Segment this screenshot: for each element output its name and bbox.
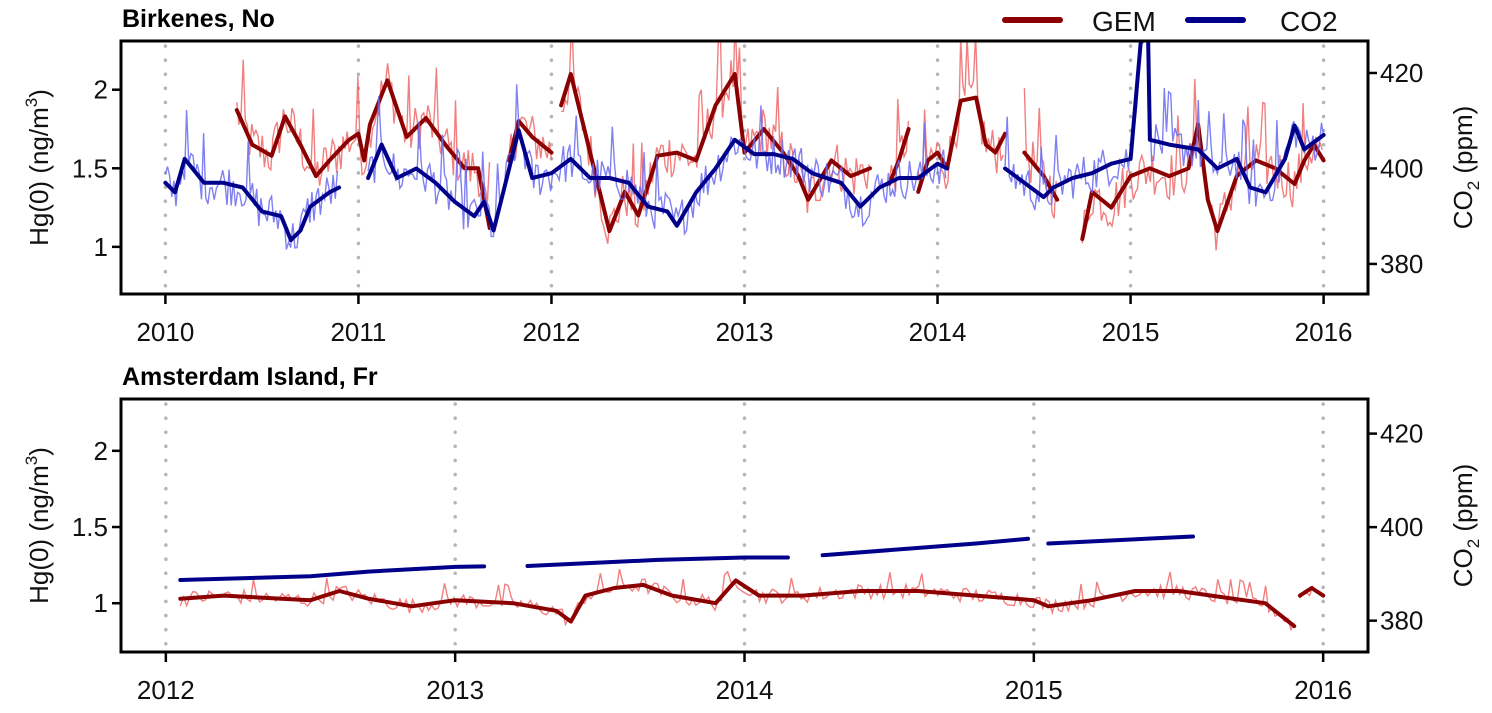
panel-amsterdam-island: Amsterdam Island, Fr 2012 2013 2014 2015 2016… xyxy=(22,363,1483,705)
smoothed-line-gem xyxy=(178,578,1297,629)
y-axis-title-end: ) xyxy=(24,447,54,456)
plot-area xyxy=(178,534,1326,632)
smoothed-line-co2 xyxy=(366,128,950,233)
raw-line-gem xyxy=(1023,88,1057,219)
smoothed-line-gem xyxy=(887,127,911,186)
x-tick-label: 2015 xyxy=(1102,317,1160,347)
legend-gem-label: GEM xyxy=(1092,6,1156,37)
y2-axis-title-end: (ppm) xyxy=(1448,464,1478,539)
plot-area xyxy=(163,41,1326,251)
x-tick-label: 2016 xyxy=(1295,317,1353,347)
panel-title: Birkenes, No xyxy=(122,5,275,33)
x-tick-label: 2013 xyxy=(426,675,484,705)
x-tick-label: 2016 xyxy=(1294,675,1352,705)
y2-tick-label: 420 xyxy=(1380,58,1423,88)
smoothed-line-co2 xyxy=(163,156,342,243)
x-tick-label: 2014 xyxy=(909,317,967,347)
raw-line-gem xyxy=(179,569,1295,632)
y2-axis-title-end: (ppm) xyxy=(1448,106,1478,181)
y-tick-label: 2 xyxy=(94,75,108,105)
y-axis-title: Hg(0) (ng/m3) xyxy=(22,447,54,604)
y-tick-label: 1.5 xyxy=(72,153,108,183)
y-tick-label: 2 xyxy=(94,436,108,466)
legend: GEM CO2 xyxy=(1002,6,1338,37)
smoothed-line-gem xyxy=(916,95,1008,194)
smoothed-line-co2 xyxy=(820,536,1030,558)
y-tick-label: 1 xyxy=(94,232,108,262)
smoothed-line-gem xyxy=(1080,122,1326,241)
y-axis-title-main: Hg(0) (ng/m xyxy=(24,465,54,604)
raw-line-gem xyxy=(561,41,870,244)
y2-axis-title-main: CO xyxy=(1448,190,1478,229)
y2-axis-title-sub: 2 xyxy=(1464,181,1483,190)
x-tick-label: 2015 xyxy=(1005,675,1063,705)
smoothed-line-co2 xyxy=(525,555,790,568)
y-axis-title-end: ) xyxy=(24,89,54,98)
y2-tick-label: 420 xyxy=(1380,419,1423,449)
y2-axis-title: CO2 (ppm) xyxy=(1448,464,1483,588)
raw-line-gem xyxy=(917,41,1004,190)
x-tick-label: 2012 xyxy=(523,317,581,347)
x-tick-label: 2010 xyxy=(136,317,194,347)
y-axis-title-sup: 3 xyxy=(22,456,41,465)
y2-axis-title-main: CO xyxy=(1448,548,1478,587)
y-axis-title-sup: 3 xyxy=(22,98,41,107)
x-tick-label: 2014 xyxy=(716,675,774,705)
smoothed-line-co2 xyxy=(178,564,487,582)
y2-tick-label: 400 xyxy=(1380,512,1423,542)
raw-line-co2 xyxy=(1004,41,1325,211)
y-axis-title: Hg(0) (ng/m3) xyxy=(22,89,54,246)
x-tick-label: 2012 xyxy=(137,675,195,705)
x-tick-label: 2011 xyxy=(330,317,386,347)
smoothed-line-co2 xyxy=(1003,41,1326,200)
panel-title: Amsterdam Island, Fr xyxy=(122,363,378,391)
raw-line-gem xyxy=(236,59,491,202)
y-tick-label: 1.5 xyxy=(72,512,108,542)
y-axis-title-main: Hg(0) (ng/m xyxy=(24,107,54,246)
y2-tick-label: 380 xyxy=(1380,249,1423,279)
y2-tick-label: 400 xyxy=(1380,153,1423,183)
y2-axis-title: CO2 (ppm) xyxy=(1448,106,1483,230)
legend-co2-label: CO2 xyxy=(1280,6,1338,37)
raw-line-co2 xyxy=(367,84,947,238)
x-tick-label: 2013 xyxy=(716,317,774,347)
y2-tick-label: 380 xyxy=(1380,606,1423,636)
y-tick-label: 1 xyxy=(94,588,108,618)
panel-birkenes: Birkenes, No 2010 2011 2012 2013 2014 2015 2016… xyxy=(22,5,1483,347)
y2-axis-title-sub: 2 xyxy=(1464,539,1483,548)
smoothed-line-gem xyxy=(234,78,492,230)
smoothed-line-co2 xyxy=(1046,534,1195,546)
smoothed-line-gem xyxy=(559,72,872,234)
smoothed-line-gem xyxy=(1298,586,1326,598)
smoothed-line-gem xyxy=(507,119,554,163)
